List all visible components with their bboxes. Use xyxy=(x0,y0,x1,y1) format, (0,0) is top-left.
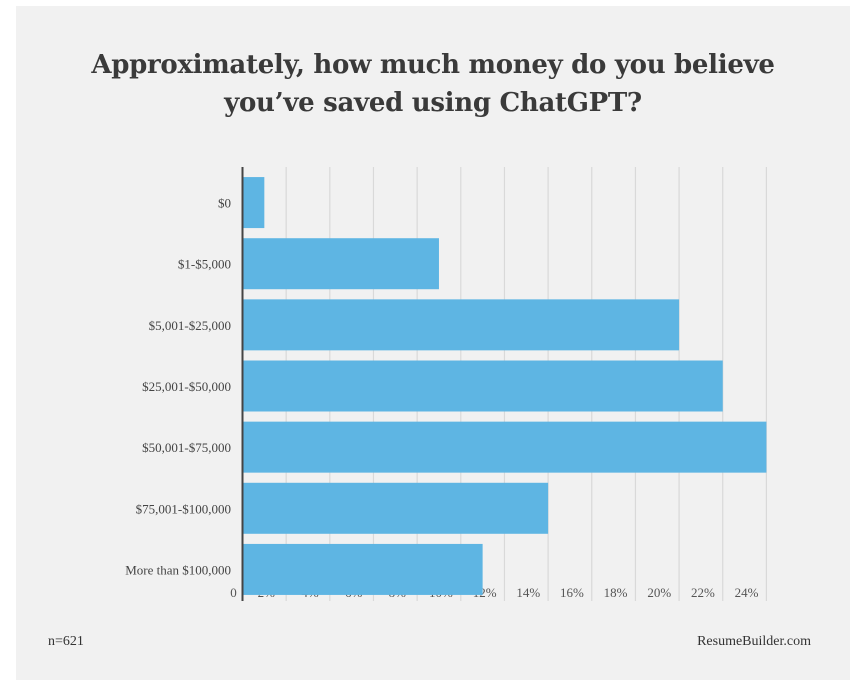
title-line-2: you’ve saved using ChatGPT? xyxy=(224,88,642,118)
bar-0 xyxy=(242,177,265,229)
y-category-label: $75,001-$100,000 xyxy=(136,501,231,516)
x-tick-label: 16% xyxy=(560,585,584,600)
bar-2 xyxy=(242,299,680,351)
y-category-label: $5,001-$25,000 xyxy=(149,318,231,333)
bar-1 xyxy=(242,238,439,290)
y-category-label: More than $100,000 xyxy=(125,562,231,577)
y-category-label: $0 xyxy=(218,196,231,211)
chart-title: Approximately, how much money do you bel… xyxy=(16,46,850,122)
y-category-label: $1-$5,000 xyxy=(178,257,231,272)
title-line-1: Approximately, how much money do you bel… xyxy=(91,50,775,80)
bar-3 xyxy=(242,360,723,412)
bar-6 xyxy=(242,543,483,595)
y-category-label: $50,001-$75,000 xyxy=(142,440,231,455)
x-tick-label: 14% xyxy=(516,585,540,600)
x-tick-label: 20% xyxy=(647,585,671,600)
bar-4 xyxy=(242,421,767,473)
sample-size: n=621 xyxy=(48,634,84,649)
y-category-label: $25,001-$50,000 xyxy=(142,379,231,394)
x-tick-label: 22% xyxy=(691,585,715,600)
source-label: ResumeBuilder.com xyxy=(697,634,811,649)
x-tick-label: 24% xyxy=(735,585,759,600)
x-tick-label: 18% xyxy=(604,585,628,600)
x-tick-label: 0 xyxy=(230,585,237,600)
bar-5 xyxy=(242,482,549,534)
